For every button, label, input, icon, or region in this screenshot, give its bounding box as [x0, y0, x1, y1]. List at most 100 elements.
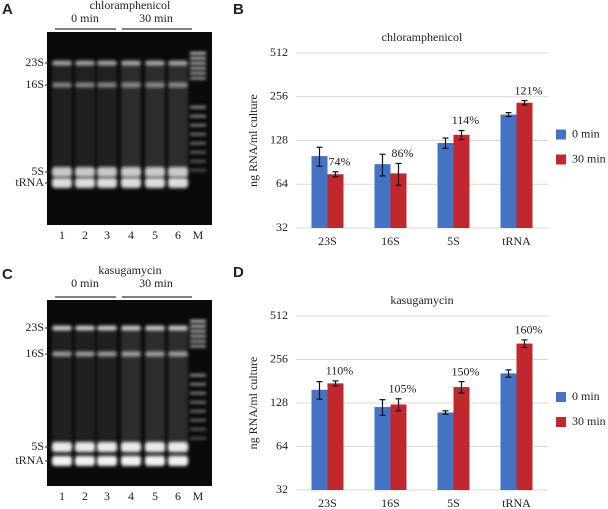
y-tick-label: 64	[276, 438, 288, 452]
band-label: tRNA	[15, 175, 44, 189]
marker-band	[190, 428, 206, 431]
y-tick-label: 256	[270, 89, 288, 103]
marker-band	[190, 151, 206, 154]
bar	[374, 407, 391, 490]
panel-letter: B	[233, 1, 244, 18]
gel-band	[52, 351, 72, 357]
legend-swatch	[556, 154, 566, 165]
legend-label: 30 min	[572, 151, 606, 165]
gel-band	[97, 325, 117, 331]
marker-band	[190, 335, 206, 338]
marker-band	[190, 374, 206, 377]
legend-label: 0 min	[572, 389, 600, 403]
band-label: 23S	[25, 320, 44, 334]
marker-band	[190, 401, 206, 404]
lane-label: 5	[152, 489, 158, 503]
lane-label: 6	[175, 489, 181, 503]
x-tick-label: tRNA	[502, 496, 531, 509]
gel-band	[75, 60, 95, 66]
gel-band	[97, 351, 117, 357]
lane-label: M	[193, 489, 204, 503]
bar	[311, 156, 328, 228]
lane-label: 3	[104, 489, 110, 503]
marker-band	[190, 67, 206, 70]
error-bar	[395, 398, 402, 412]
gel-band	[145, 442, 165, 452]
y-axis-label: ng RNA/ml culture	[246, 357, 260, 450]
lane-label: 2	[82, 489, 88, 503]
error-bar	[332, 380, 339, 387]
y-tick-label: 128	[270, 395, 288, 409]
marker-band	[190, 169, 206, 172]
y-tick-label: 64	[276, 176, 288, 190]
group-label: 30 min	[139, 11, 173, 25]
band-label: 16S	[25, 77, 44, 91]
lane-label: 2	[82, 228, 88, 242]
error-bar	[458, 381, 465, 394]
lane-smear	[145, 63, 165, 183]
bar	[311, 389, 328, 490]
percent-annotation: 105%	[389, 381, 417, 395]
gel-band	[52, 456, 72, 466]
group-label: 30 min	[139, 276, 173, 290]
error-bar	[458, 129, 465, 141]
lane-smear	[97, 63, 117, 183]
marker-band	[190, 124, 206, 127]
bar	[516, 343, 533, 490]
gel-band	[97, 82, 117, 88]
gel-band	[75, 167, 95, 177]
gel-band	[52, 178, 72, 188]
y-tick-label: 256	[270, 351, 288, 365]
error-bar	[332, 171, 339, 178]
error-bar	[379, 153, 386, 177]
marker-band	[190, 115, 206, 118]
marker-band	[190, 72, 206, 75]
marker-band	[190, 106, 206, 109]
y-tick-label: 512	[270, 308, 288, 322]
marker-band	[190, 62, 206, 65]
marker-band	[190, 437, 206, 440]
marker-band	[190, 57, 206, 60]
marker-band	[190, 410, 206, 413]
gel-band	[168, 82, 188, 88]
gel-band	[145, 456, 165, 466]
gel-band	[52, 325, 72, 331]
lane-smear	[121, 63, 141, 183]
gel-title: kasugamycin	[98, 263, 161, 277]
lane-label: 4	[128, 228, 134, 242]
percent-annotation: 74%	[329, 155, 351, 169]
lane-smear	[75, 63, 95, 183]
error-bar	[316, 146, 323, 167]
chart-title: chloramphenicol	[382, 30, 463, 44]
gel-band	[75, 325, 95, 331]
gel-band	[121, 351, 141, 357]
band-label: 5S	[31, 439, 44, 453]
panel-letter: D	[233, 264, 244, 281]
gel-band	[168, 456, 188, 466]
lane-label: 5	[152, 228, 158, 242]
marker-band	[190, 52, 206, 55]
marker-band	[190, 383, 206, 386]
gel-band	[52, 82, 72, 88]
percent-annotation: 86%	[392, 146, 414, 160]
lane-smear	[121, 328, 141, 461]
bar	[390, 173, 407, 228]
gel-band	[121, 178, 141, 188]
percent-annotation: 150%	[452, 364, 480, 378]
gel-band	[121, 167, 141, 177]
gel-band	[97, 167, 117, 177]
gel-band	[145, 167, 165, 177]
marker-band	[190, 330, 206, 333]
lane-smear	[145, 328, 165, 461]
gel-band	[145, 82, 165, 88]
bar	[437, 412, 454, 490]
error-bar	[521, 339, 528, 349]
gel-band	[75, 456, 95, 466]
x-tick-label: 23S	[318, 234, 337, 248]
lane-smear	[52, 328, 72, 461]
error-bar	[521, 99, 528, 106]
bar	[516, 102, 533, 228]
legend-label: 30 min	[572, 414, 606, 428]
error-bar	[505, 369, 512, 378]
x-tick-label: 16S	[381, 496, 400, 509]
